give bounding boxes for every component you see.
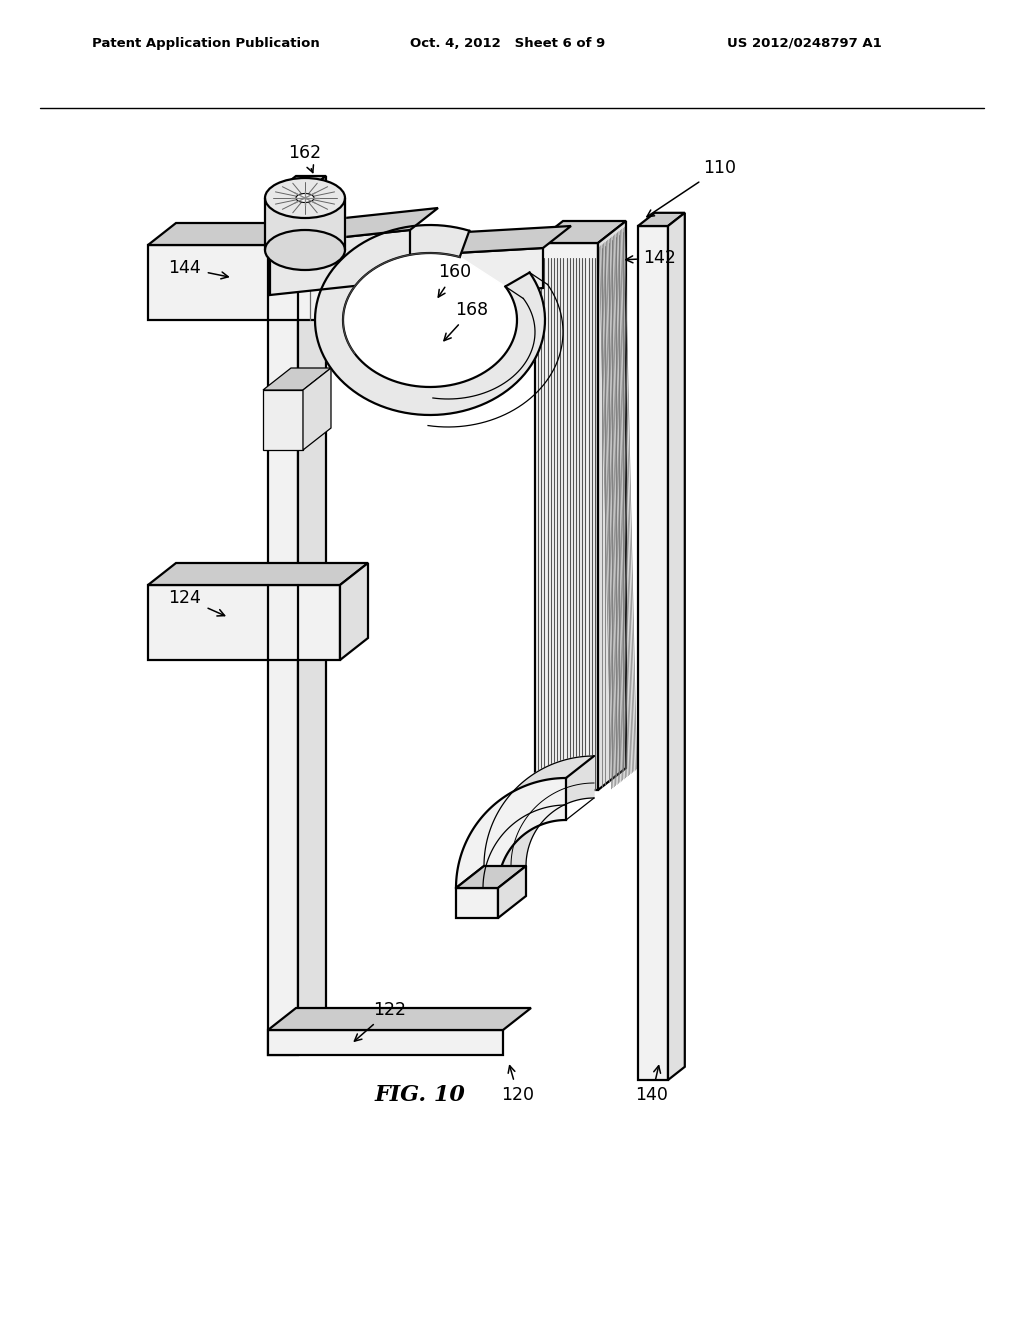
Polygon shape — [148, 564, 368, 585]
Polygon shape — [270, 209, 438, 246]
Ellipse shape — [265, 178, 345, 218]
Polygon shape — [263, 368, 331, 389]
Polygon shape — [535, 220, 626, 243]
Polygon shape — [148, 585, 340, 660]
Polygon shape — [268, 176, 326, 198]
Polygon shape — [315, 224, 545, 414]
Polygon shape — [484, 756, 594, 866]
Text: 160: 160 — [438, 263, 472, 297]
Polygon shape — [298, 226, 571, 261]
Polygon shape — [668, 213, 685, 1080]
Polygon shape — [265, 198, 345, 249]
Polygon shape — [498, 866, 526, 917]
Text: FIG. 10: FIG. 10 — [375, 1084, 466, 1106]
Ellipse shape — [265, 230, 345, 271]
Text: Patent Application Publication: Patent Application Publication — [92, 37, 319, 50]
Text: 110: 110 — [647, 158, 736, 216]
Polygon shape — [303, 368, 331, 450]
Polygon shape — [268, 198, 298, 1055]
Text: 168: 168 — [444, 301, 488, 341]
Polygon shape — [298, 248, 543, 312]
Polygon shape — [340, 223, 368, 319]
Polygon shape — [268, 1008, 531, 1030]
Polygon shape — [456, 888, 498, 917]
Text: US 2012/0248797 A1: US 2012/0248797 A1 — [727, 37, 882, 50]
Polygon shape — [268, 1030, 503, 1055]
Text: 140: 140 — [636, 1065, 669, 1104]
Text: 144: 144 — [169, 259, 228, 279]
Polygon shape — [263, 389, 303, 450]
Polygon shape — [535, 243, 598, 789]
Text: 142: 142 — [626, 249, 677, 267]
Polygon shape — [148, 223, 368, 246]
Polygon shape — [456, 866, 526, 888]
Polygon shape — [270, 230, 410, 294]
Polygon shape — [343, 253, 517, 387]
Text: Oct. 4, 2012   Sheet 6 of 9: Oct. 4, 2012 Sheet 6 of 9 — [410, 37, 605, 50]
Text: 124: 124 — [169, 589, 224, 616]
Polygon shape — [298, 176, 326, 1055]
Text: 120: 120 — [502, 1065, 535, 1104]
Text: 122: 122 — [354, 1001, 407, 1041]
Polygon shape — [638, 226, 668, 1080]
Polygon shape — [638, 213, 685, 226]
Polygon shape — [598, 220, 626, 789]
Polygon shape — [340, 564, 368, 660]
Text: 162: 162 — [289, 144, 322, 173]
Polygon shape — [148, 246, 340, 319]
Ellipse shape — [296, 194, 314, 202]
Polygon shape — [456, 777, 566, 888]
